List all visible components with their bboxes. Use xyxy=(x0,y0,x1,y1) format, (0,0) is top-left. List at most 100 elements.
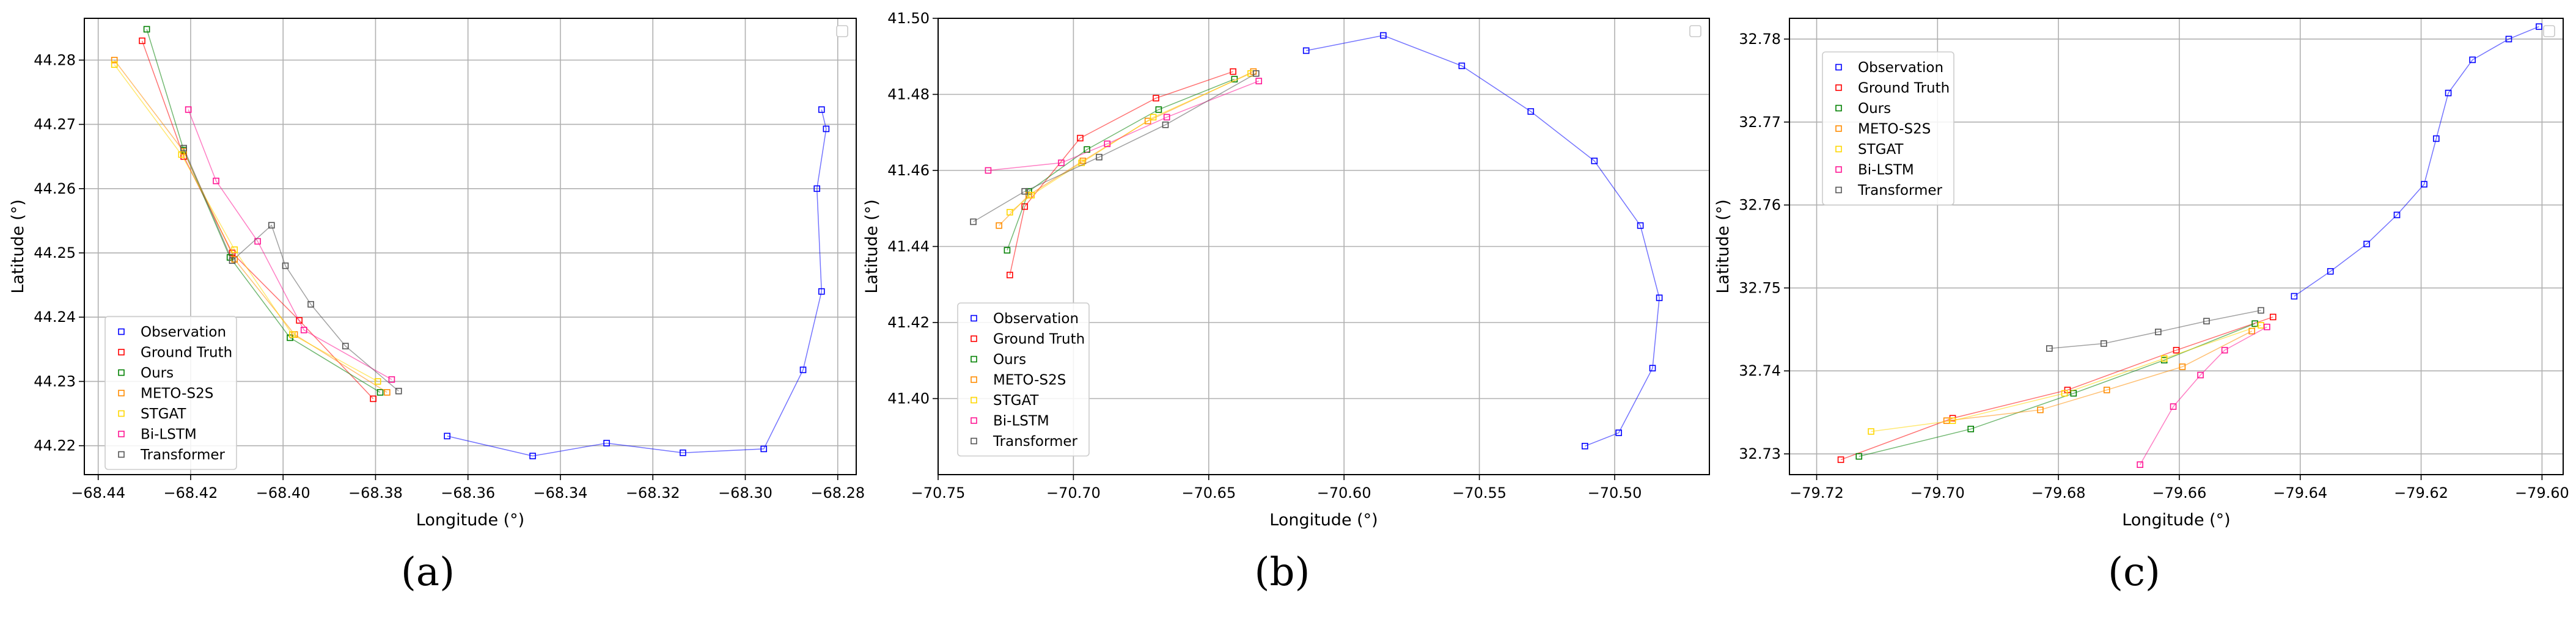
data-point xyxy=(680,449,686,456)
empty-legend-box xyxy=(1689,25,1701,37)
legend-label: METO-S2S xyxy=(993,373,1066,388)
data-point xyxy=(1163,114,1170,121)
x-tick-label: −79.70 xyxy=(1910,484,1965,501)
data-point xyxy=(1155,106,1162,113)
data-point xyxy=(1656,294,1663,301)
x-axis-label: Longitude (°) xyxy=(1269,511,1378,530)
y-tick-label: 44.26 xyxy=(34,180,76,197)
legend-marker xyxy=(971,376,977,383)
data-point xyxy=(111,57,118,64)
data-point xyxy=(2101,340,2107,347)
caption-b: (b) xyxy=(1254,550,1310,595)
legend-marker xyxy=(1835,64,1842,71)
data-point xyxy=(370,395,376,403)
data-point xyxy=(818,106,825,113)
legend-marker xyxy=(1835,104,1842,112)
series-line-ground-truth xyxy=(1840,316,2273,461)
y-tick-label: 41.40 xyxy=(887,390,930,407)
legend-label: METO-S2S xyxy=(1858,122,1931,137)
legend-label: Ours xyxy=(1858,101,1891,117)
data-point xyxy=(1380,32,1387,39)
data-point xyxy=(307,301,314,308)
data-point xyxy=(760,445,768,453)
x-tick-label: −68.32 xyxy=(626,484,680,501)
data-point xyxy=(213,177,219,184)
y-axis-label: Latitude (°) xyxy=(1714,199,1733,293)
legend: Observation Ground Truth Ours METO-S2S STGAT… xyxy=(957,302,1090,457)
data-point xyxy=(1150,114,1157,121)
data-point xyxy=(2160,355,2168,362)
y-tick-label: 41.48 xyxy=(887,86,930,103)
axes-frame xyxy=(84,18,857,475)
y-tick-label: 32.73 xyxy=(1739,445,1781,462)
x-tick-label: −68.40 xyxy=(256,484,310,501)
y-tick-label: 32.75 xyxy=(1739,279,1781,296)
legend-label: METO-S2S xyxy=(141,386,213,402)
legend-marker xyxy=(971,437,977,445)
x-axis-label: Longitude (°) xyxy=(2122,511,2230,530)
data-point xyxy=(2258,322,2264,329)
data-point xyxy=(2393,211,2401,219)
data-point xyxy=(395,387,402,395)
x-tick-label: −68.36 xyxy=(441,484,495,501)
x-tick-label: −70.55 xyxy=(1452,484,1506,501)
legend-label: STGAT xyxy=(141,406,186,422)
data-point xyxy=(1255,78,1263,85)
legend-marker xyxy=(1835,186,1842,194)
series-line-transformer xyxy=(183,148,399,392)
series-line-stgat xyxy=(1009,73,1251,213)
x-tick-label: −70.70 xyxy=(1046,484,1101,501)
panel-2: −79.72 −79.70 −79.68 −79.66 −79.64 −79.62 −79.… xyxy=(1714,18,2569,530)
legend-marker xyxy=(971,396,977,404)
series-line-meto-s2s xyxy=(1947,330,2252,421)
data-point xyxy=(1007,271,1013,279)
series-line-observation xyxy=(2294,26,2539,297)
legend-marker xyxy=(971,356,977,363)
data-point xyxy=(2291,293,2298,300)
y-tick-label: 32.76 xyxy=(1739,197,1781,214)
data-point xyxy=(2179,363,2186,370)
data-point xyxy=(813,185,821,192)
data-point xyxy=(529,453,536,459)
data-point xyxy=(1230,68,1236,75)
x-tick-label: −70.75 xyxy=(911,484,966,501)
axes-frame xyxy=(1789,18,2564,475)
legend-label: Bi-LSTM xyxy=(141,427,197,443)
y-tick-label: 32.77 xyxy=(1739,114,1781,131)
data-point xyxy=(2170,403,2177,410)
x-axis-label: Longitude (°) xyxy=(416,511,524,530)
legend-label: Transformer xyxy=(140,447,226,463)
empty-legend-box xyxy=(2543,25,2555,37)
legend-marker xyxy=(118,410,125,417)
data-point xyxy=(1004,247,1011,254)
legend-label: Bi-LSTM xyxy=(1858,162,1914,178)
legend-frame xyxy=(1822,51,1954,206)
data-point xyxy=(996,222,1002,229)
data-point xyxy=(2251,320,2258,327)
data-point xyxy=(1021,203,1028,210)
data-point xyxy=(1144,117,1151,125)
data-point xyxy=(282,262,289,269)
data-point xyxy=(2197,371,2204,379)
data-point xyxy=(1582,443,1588,450)
data-point xyxy=(1649,365,1656,372)
y-tick-label: 32.78 xyxy=(1739,31,1781,48)
legend-label: Observation xyxy=(1858,60,1943,76)
data-point xyxy=(1153,95,1159,102)
data-point xyxy=(1077,134,1084,142)
x-tick-label: −79.68 xyxy=(2031,484,2086,501)
data-point xyxy=(823,125,830,133)
x-tick-label: −68.44 xyxy=(71,484,125,501)
x-tick-label: −79.62 xyxy=(2394,484,2448,501)
legend-label: Ground Truth xyxy=(141,345,232,361)
data-point xyxy=(384,389,391,396)
x-tick-label: −79.60 xyxy=(2515,484,2569,501)
series-line-transformer xyxy=(973,73,1257,222)
legend: Observation Ground Truth Ours METO-S2S STGAT… xyxy=(105,316,237,470)
data-point xyxy=(1591,158,1598,164)
legend-marker xyxy=(1835,125,1842,132)
y-tick-label: 44.25 xyxy=(34,244,76,261)
legend-frame xyxy=(957,302,1090,457)
data-point xyxy=(970,218,977,225)
